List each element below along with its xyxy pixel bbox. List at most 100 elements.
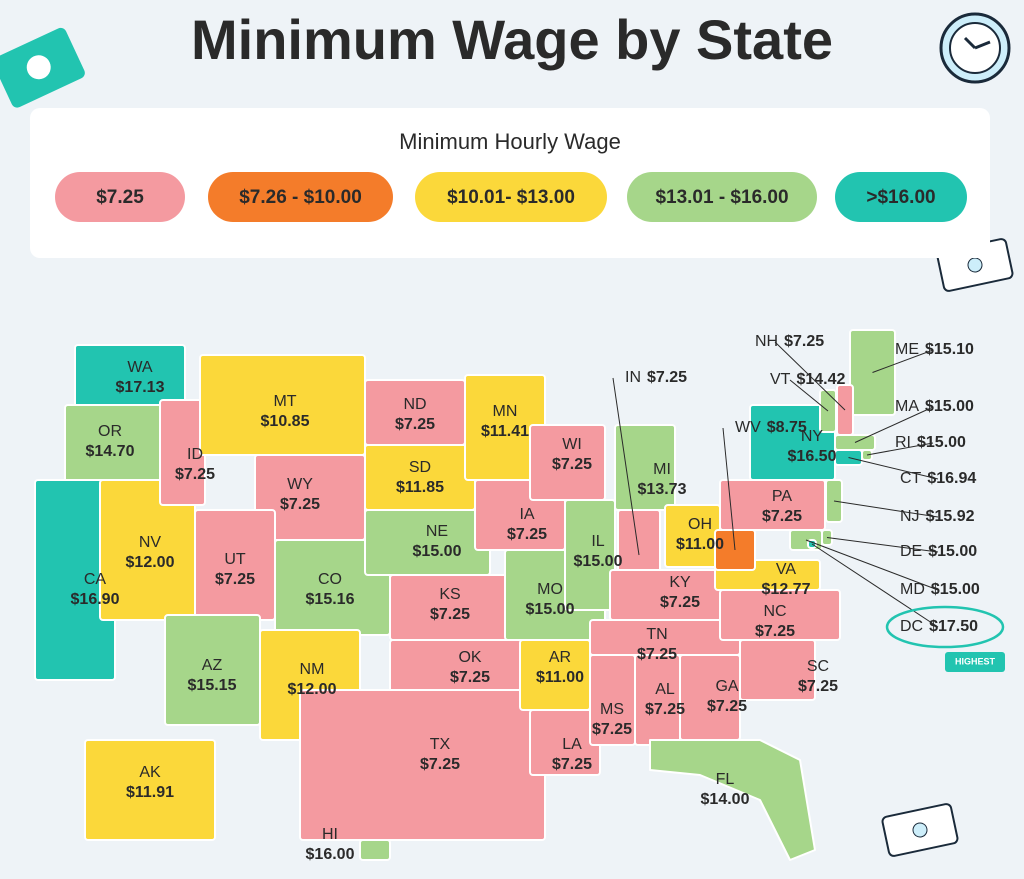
state-wage: $7.25 bbox=[507, 526, 547, 543]
state-label: NV bbox=[139, 534, 162, 551]
state-wage: $7.25 bbox=[755, 623, 795, 640]
state-wage: $11.00 bbox=[676, 536, 724, 553]
clock-icon bbox=[939, 12, 1011, 84]
state-label: LA bbox=[562, 736, 582, 753]
state-wage: $7.25 bbox=[215, 571, 255, 588]
state-wage: $7.25 bbox=[175, 466, 215, 483]
state-label: IN $7.25 bbox=[625, 369, 687, 386]
state-abbr: MD bbox=[900, 581, 925, 598]
state-labels: WA $17.13 OR $14.70 CA $16.90 NV $12.00 ID $7.25 M… bbox=[71, 333, 1005, 863]
state-wage: $7.25 bbox=[762, 508, 802, 525]
state-label: VT $14.42 bbox=[770, 371, 845, 388]
state-abbr: CA bbox=[84, 571, 107, 588]
state-wage: $15.00 bbox=[574, 553, 623, 570]
title: Minimum Wage by State bbox=[191, 8, 833, 71]
state-wage: $15.15 bbox=[188, 677, 237, 694]
state-abbr: MO bbox=[537, 581, 563, 598]
leader-line bbox=[612, 377, 640, 556]
state-abbr: MT bbox=[273, 393, 296, 410]
state-label: IA bbox=[519, 506, 534, 523]
state-abbr: OH bbox=[688, 516, 712, 533]
state-label: OK bbox=[458, 649, 481, 666]
leader-line bbox=[833, 500, 939, 518]
state-label: NE bbox=[426, 523, 448, 540]
legend-label: >$16.00 bbox=[866, 187, 935, 208]
state-abbr: NE bbox=[426, 523, 448, 540]
state-label: TN bbox=[646, 626, 667, 643]
state-abbr: RI bbox=[895, 434, 911, 451]
state-wage: $15.00 bbox=[925, 398, 974, 415]
leader-line bbox=[811, 543, 939, 628]
state bbox=[634, 654, 681, 746]
state-wage: $14.42 bbox=[796, 371, 845, 388]
money-icon bbox=[0, 27, 85, 108]
state-label: ND bbox=[403, 396, 426, 413]
state-abbr: TN bbox=[646, 626, 667, 643]
state-wage: $7.25 bbox=[645, 701, 685, 718]
state-label: WA bbox=[127, 359, 153, 376]
state-abbr: TX bbox=[430, 736, 451, 753]
state-label: CO bbox=[318, 571, 342, 588]
state-wage: $17.13 bbox=[116, 379, 165, 396]
state-label: ME $15.10 bbox=[895, 341, 974, 358]
leader-line bbox=[854, 406, 934, 443]
leader-line bbox=[774, 341, 846, 411]
state-label: KY bbox=[669, 574, 691, 591]
state-label: AR bbox=[549, 649, 571, 666]
state-wage: $8.75 bbox=[767, 419, 807, 436]
state bbox=[359, 839, 391, 861]
leader-line bbox=[789, 379, 829, 412]
legend: $7.25 $7.26 - $10.00 $10.01- $13.00 $13.01 … bbox=[55, 172, 967, 222]
state-label: UT bbox=[224, 551, 246, 568]
state-label: WI bbox=[562, 436, 582, 453]
state-wage: $11.91 bbox=[126, 784, 174, 801]
state-wage: $11.85 bbox=[396, 479, 444, 496]
state-abbr: IN bbox=[625, 369, 641, 386]
state-abbr: DE bbox=[900, 543, 922, 560]
state-wage: $7.25 bbox=[637, 646, 677, 663]
state-label: CA bbox=[84, 571, 107, 588]
state-label: NM bbox=[300, 661, 325, 678]
state-label: IL bbox=[591, 533, 604, 550]
state-wage: $7.25 bbox=[552, 456, 592, 473]
state-abbr: CO bbox=[318, 571, 342, 588]
state-label: MO bbox=[537, 581, 563, 598]
legend-label: $7.25 bbox=[96, 187, 144, 208]
state-abbr: WY bbox=[287, 476, 313, 493]
state-abbr: NH bbox=[755, 333, 778, 350]
state-label: MD $15.00 bbox=[900, 581, 980, 598]
state-abbr: OR bbox=[98, 423, 122, 440]
state-wage: $7.25 bbox=[430, 606, 470, 623]
state-wage: $11.00 bbox=[536, 669, 584, 686]
state-label: NY bbox=[801, 428, 824, 445]
state-wage: $12.00 bbox=[126, 554, 175, 571]
state-abbr: GA bbox=[715, 678, 738, 695]
state-abbr: ID bbox=[187, 446, 203, 463]
state-wage: $15.00 bbox=[917, 434, 966, 451]
state-label: HI bbox=[322, 826, 338, 843]
state-abbr: MN bbox=[493, 403, 518, 420]
state-label: OH bbox=[688, 516, 712, 533]
state-abbr: PA bbox=[772, 488, 792, 505]
state-wage: $13.73 bbox=[638, 481, 687, 498]
state-abbr: SD bbox=[409, 459, 431, 476]
leader-line bbox=[872, 349, 934, 373]
state-abbr: VA bbox=[776, 561, 796, 578]
state-label: RI $15.00 bbox=[895, 434, 966, 451]
state-abbr: WV bbox=[735, 419, 761, 436]
state-label: NH $7.25 bbox=[755, 333, 824, 350]
state-wage: $14.00 bbox=[701, 791, 750, 808]
legend-label: $13.01 - $16.00 bbox=[655, 187, 788, 208]
highlight-ring bbox=[885, 605, 1005, 649]
state-abbr: AL bbox=[655, 681, 675, 698]
state-wage: $7.25 bbox=[798, 678, 838, 695]
legend-label: $7.26 - $10.00 bbox=[239, 187, 362, 208]
state-wage: $7.25 bbox=[592, 721, 632, 738]
state-abbr: VT bbox=[770, 371, 791, 388]
state-wage: $7.25 bbox=[660, 594, 700, 611]
state-abbr: IL bbox=[591, 533, 604, 550]
state-abbr: NV bbox=[139, 534, 162, 551]
state-wage: $15.00 bbox=[413, 543, 462, 560]
state-label: KS bbox=[439, 586, 460, 603]
